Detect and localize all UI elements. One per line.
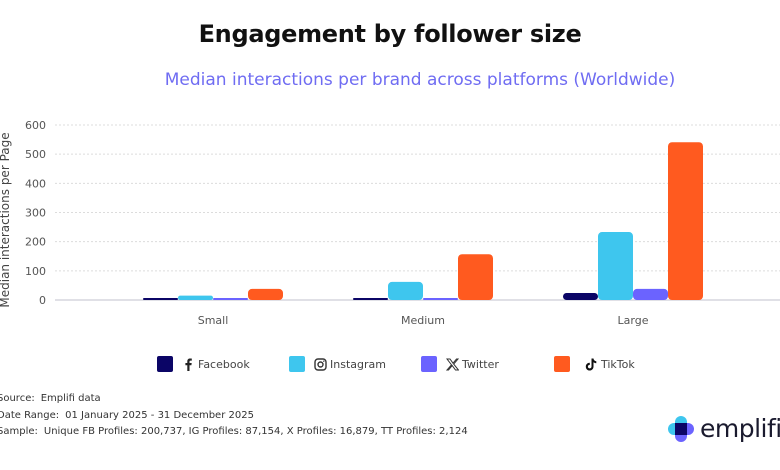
sample-label: Sample: [0,426,38,437]
date-range-value: 01 January 2025 - 31 December 2025 [65,409,254,421]
bar-twitter-medium [423,298,458,300]
legend-item-instagram[interactable]: Instagram [289,356,386,372]
sample-value: Unique FB Profiles: 200,737, IG Profiles… [43,426,468,437]
y-tick-label: 300 [25,207,46,220]
bar-instagram-small [178,295,213,300]
bar-facebook-small [143,298,178,300]
bar-chart: 0 100 200 300 400 500 600 Small Medium Large Med… [0,119,780,327]
legend-item-facebook[interactable]: Facebook [157,356,250,372]
y-tick-label: 600 [25,119,46,132]
bar-tiktok-large [668,142,703,300]
y-tick-label: 0 [39,294,46,307]
bar-twitter-small [213,298,248,300]
bar-tiktok-medium [458,254,493,300]
chart-title: Engagement by follower size [198,20,582,48]
bar-instagram-medium [388,281,423,300]
bar-twitter-large [633,288,668,300]
x-axis-ticks: Small Medium Large [198,314,649,327]
bars [143,142,703,300]
footer-date-range: Date Range: 01 January 2025 - 31 December… [0,408,468,425]
bar-facebook-large [563,293,598,300]
y-tick-label: 500 [25,148,46,161]
x-twitter-icon [445,357,459,371]
tiktok-icon [584,357,598,371]
bar-facebook-medium [353,298,388,300]
instagram-icon [313,357,327,371]
y-tick-label: 400 [25,177,46,190]
facebook-icon [181,357,195,371]
bar-instagram-large [598,232,633,300]
legend: Facebook Instagram Twitter TikTok [0,356,780,376]
source-label: Source: [0,393,35,404]
bar-tiktok-small [248,288,283,300]
x-tick-label: Small [198,314,229,327]
legend-item-twitter[interactable]: Twitter [421,356,499,372]
legend-label: Facebook [198,357,250,371]
x-tick-label: Medium [401,314,445,327]
legend-swatch [554,356,570,372]
emplifi-logo-text: emplifi [700,414,780,443]
chart-footer: Source: Emplifi data Date Range: 01 Januar… [0,391,468,441]
legend-item-tiktok[interactable]: TikTok [554,356,635,372]
y-axis-ticks: 0 100 200 300 400 500 600 [25,119,46,307]
legend-swatch [421,356,437,372]
legend-label: Instagram [330,357,386,371]
legend-swatch [157,356,173,372]
emplifi-logo: emplifi [668,414,780,443]
emplifi-logo-icon [668,415,694,442]
footer-source: Source: Emplifi data [0,391,468,408]
y-axis-label: Median interactions per Page [0,132,12,307]
chart-subtitle: Median interactions per brand across pla… [164,70,676,90]
source-value: Emplifi data [40,393,101,404]
y-tick-label: 200 [25,236,46,249]
y-tick-label: 100 [25,265,46,278]
x-tick-label: Large [618,314,649,327]
footer-sample: Sample: Unique FB Profiles: 200,737, IG P… [0,424,468,441]
legend-swatch [289,356,305,372]
date-range-label: Date Range: [0,409,60,421]
legend-label: Twitter [462,357,499,371]
legend-label: TikTok [601,357,635,371]
